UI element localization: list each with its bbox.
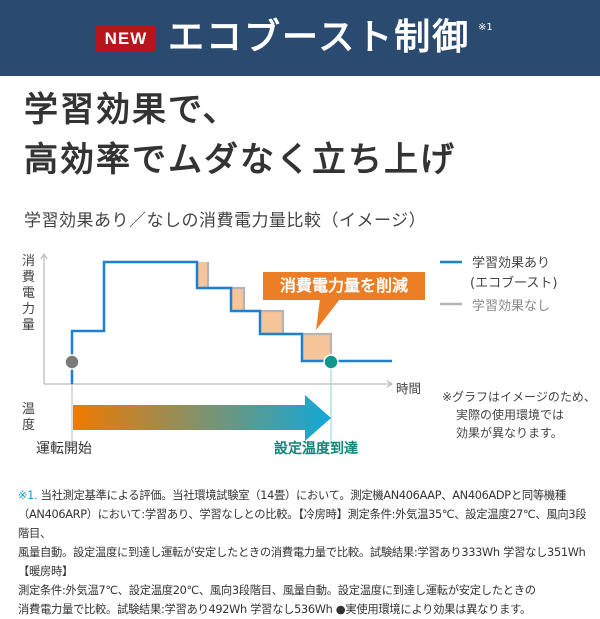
callout-tail xyxy=(316,299,340,330)
note-line: ※グラフはイメージのため、 xyxy=(442,390,596,404)
saving-callout: 消費電力量を削減 xyxy=(263,272,425,300)
y-axis-arrowhead xyxy=(40,253,48,260)
saving-areas xyxy=(197,262,331,361)
new-badge: NEW xyxy=(96,25,156,52)
footnote-line: 消費電力量で比較。試験結果:学習あり492Wh 学習なし536Wh ●実使用環境… xyxy=(18,603,531,616)
footnote-line: （AN406ARP）において:学習あり、学習なしとの比較。【冷房時】測定条件:外… xyxy=(18,508,587,540)
footnote: ※1. 当社測定基準による評価。当社環境試験室（14畳）において。測定機AN40… xyxy=(18,486,588,619)
temperature-label: 温度 xyxy=(22,402,36,433)
y-axis-label: 消費電力量 xyxy=(22,254,36,333)
series-with-learning xyxy=(70,260,392,384)
start-dot xyxy=(64,354,80,370)
footnote-line: 風量自動。設定温度に到達し運転が安定したときの消費電力量で比較。試験結果:学習あ… xyxy=(18,546,586,578)
headline-line-1: 学習効果で、 xyxy=(24,90,239,130)
legend-sublabel-eco-boost: (エコブースト) xyxy=(470,276,558,291)
footnote-line: ※1. 当社測定基準による評価。当社環境試験室（14畳）において。測定機AN40… xyxy=(18,486,588,505)
saving-area xyxy=(231,288,244,311)
legend-label-with-learning: 学習効果あり xyxy=(472,256,551,271)
footnote-text: 当社測定基準による評価。当社環境試験室（14畳）において。測定機AN406AAP… xyxy=(40,489,566,502)
page-title: エコブースト制御 xyxy=(168,17,471,58)
legend-label-without-learning: 学習効果なし xyxy=(472,299,551,314)
x-axis-label: 時間 xyxy=(396,381,422,396)
reached-dot xyxy=(323,354,339,370)
reached-label: 設定温度到達 xyxy=(274,441,358,457)
start-label: 運転開始 xyxy=(36,441,92,457)
x-axis-arrowhead xyxy=(386,380,393,388)
saving-area xyxy=(260,311,283,334)
footnote-line: 測定条件:外気温7℃、設定温度20℃、風向3段階目、風量自動。設定温度に到達し運… xyxy=(18,584,536,597)
note-line: 効果が異なります。 xyxy=(456,426,563,440)
temperature-arrow xyxy=(73,395,331,441)
footnote-mark: ※1. xyxy=(18,489,38,502)
diagram-subtitle: 学習効果あり／なしの消費電力量比較（イメージ） xyxy=(24,211,427,231)
headline-line-2: 高効率でムダなく立ち上げ xyxy=(24,140,456,180)
power-comparison-diagram xyxy=(40,253,462,445)
diagram-note: ※グラフはイメージのため、 実際の使用環境では 効果が異なります。 xyxy=(442,388,596,442)
note-line: 実際の使用環境では xyxy=(456,408,565,422)
saving-area xyxy=(197,262,208,288)
title-footnote-mark: ※1 xyxy=(478,22,493,33)
